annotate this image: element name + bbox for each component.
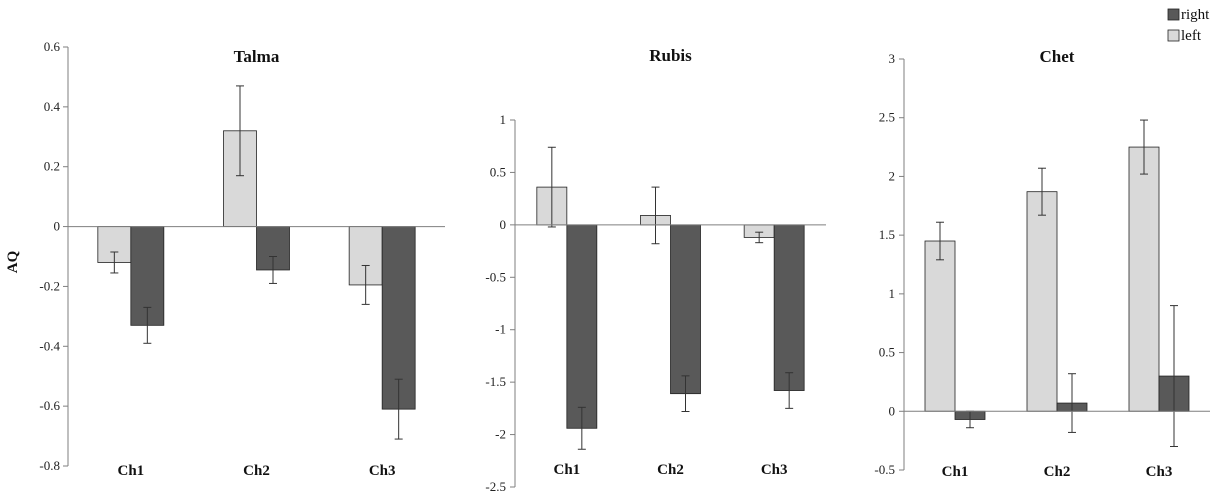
y-tick-label: 0.2 <box>44 159 60 174</box>
category-label: Ch3 <box>761 462 788 478</box>
chart-title: Talma <box>234 47 280 66</box>
category-label: Ch3 <box>369 463 396 479</box>
bar-right-ch1 <box>566 224 598 429</box>
y-tick-label: -0.2 <box>39 278 60 293</box>
bar-right-ch3 <box>773 224 805 391</box>
category-label: Ch1 <box>553 462 580 478</box>
y-tick-label: -0.8 <box>39 458 60 473</box>
y-tick-label: 1 <box>500 112 507 127</box>
legend-label-left: left <box>1181 28 1202 44</box>
category-label: Ch2 <box>657 462 684 478</box>
category-label: Ch1 <box>942 464 969 480</box>
y-tick-label: 0.6 <box>44 39 61 54</box>
y-tick-label: 0 <box>54 219 61 234</box>
y-tick-label: 0.4 <box>44 99 61 114</box>
bar-left-ch2 <box>1026 191 1058 412</box>
y-tick-label: -0.5 <box>874 462 895 477</box>
bar-right-ch2 <box>670 224 701 395</box>
y-tick-label: 2.5 <box>879 110 895 125</box>
category-label: Ch3 <box>1146 464 1173 480</box>
y-tick-label: 0 <box>500 217 507 232</box>
legend-swatch-right <box>1167 8 1180 21</box>
category-label: Ch1 <box>117 463 144 479</box>
legend-label-right: right <box>1181 7 1210 23</box>
y-tick-label: 1.5 <box>879 227 895 242</box>
legend: right left <box>1167 7 1210 44</box>
y-tick-label: -1 <box>495 322 506 337</box>
chart-rubis: 1 0.5 0 -0.5 -1 -1.5 -2 -2.5 Ch1 Ch2 Ch3 Rubis <box>485 46 826 494</box>
category-label: Ch2 <box>243 463 270 479</box>
y-tick-label: 0.5 <box>490 164 506 179</box>
y-tick-label: 2 <box>889 168 896 183</box>
y-tick-label: -0.4 <box>39 338 60 353</box>
y-tick-label: -2 <box>495 427 506 442</box>
y-axis-label: AQ <box>5 250 21 273</box>
chart-title: Rubis <box>649 46 692 65</box>
chart-title: Chet <box>1040 47 1075 66</box>
bar-left-ch3 <box>1128 146 1160 412</box>
y-tick-label: 0.5 <box>879 345 895 360</box>
y-tick-label: 3 <box>889 51 896 66</box>
legend-swatch-left <box>1167 29 1180 42</box>
bar-left-ch1 <box>924 240 956 412</box>
y-tick-label: 0 <box>889 403 896 418</box>
y-tick-label: -1.5 <box>485 374 506 389</box>
chart-chet: 3 2.5 2 1.5 1 0.5 0 -0.5 Ch1 Ch2 Ch3 Chet <box>874 47 1210 480</box>
chart-talma: 0.6 0.4 0.2 0 -0.2 -0.4 -0.6 -0.8 Ch1 Ch2 Ch3 Talma… <box>5 39 445 479</box>
y-tick-label: 1 <box>889 286 896 301</box>
y-tick-label: -0.6 <box>39 398 60 413</box>
y-tick-label: -0.5 <box>485 269 506 284</box>
y-tick-label: -2.5 <box>485 479 506 494</box>
category-label: Ch2 <box>1044 464 1071 480</box>
